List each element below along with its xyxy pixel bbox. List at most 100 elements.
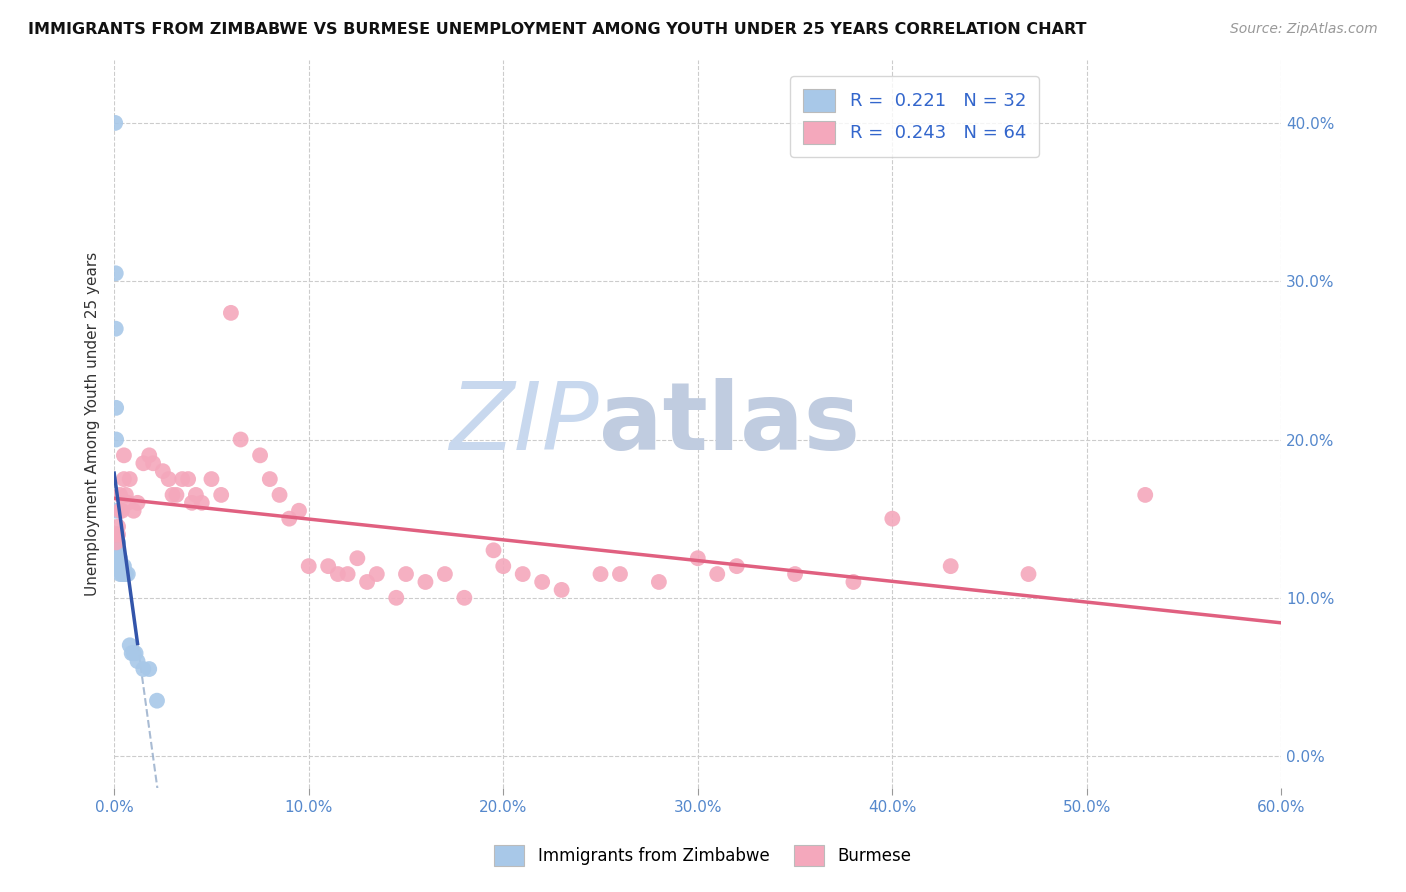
Point	[190, 496, 212, 510]
Point	[152, 464, 174, 478]
Point	[124, 646, 146, 660]
Point	[142, 456, 165, 470]
Point	[278, 511, 301, 525]
Point	[105, 543, 128, 558]
Point	[138, 662, 160, 676]
Point	[111, 559, 134, 574]
Point	[108, 551, 131, 566]
Point	[121, 646, 143, 660]
Point	[259, 472, 281, 486]
Point	[453, 591, 475, 605]
Point	[104, 321, 127, 335]
Point	[686, 551, 709, 566]
Point	[146, 694, 169, 708]
Point	[118, 472, 141, 486]
Point	[346, 551, 368, 566]
Point	[531, 574, 554, 589]
Point	[105, 535, 128, 549]
Point	[132, 662, 155, 676]
Point	[219, 306, 242, 320]
Point	[706, 567, 728, 582]
Point	[112, 559, 135, 574]
Point	[117, 496, 139, 510]
Point	[111, 567, 134, 582]
Point	[108, 504, 131, 518]
Point	[316, 559, 339, 574]
Legend: R =  0.221   N = 32, R =  0.243   N = 64: R = 0.221 N = 32, R = 0.243 N = 64	[790, 76, 1039, 157]
Text: atlas: atlas	[599, 377, 859, 470]
Point	[112, 472, 135, 486]
Point	[105, 535, 128, 549]
Legend: Immigrants from Zimbabwe, Burmese: Immigrants from Zimbabwe, Burmese	[486, 837, 920, 875]
Point	[1135, 488, 1157, 502]
Point	[385, 591, 408, 605]
Point	[122, 646, 145, 660]
Point	[117, 567, 139, 582]
Point	[298, 559, 321, 574]
Text: ZIP: ZIP	[449, 378, 599, 469]
Point	[162, 488, 184, 502]
Point	[111, 504, 134, 518]
Point	[127, 496, 149, 510]
Point	[108, 567, 131, 582]
Point	[326, 567, 349, 582]
Point	[105, 401, 128, 415]
Point	[177, 472, 200, 486]
Point	[356, 574, 378, 589]
Point	[105, 551, 128, 566]
Point	[492, 559, 515, 574]
Point	[165, 488, 187, 502]
Point	[433, 567, 456, 582]
Point	[288, 504, 311, 518]
Point	[105, 433, 128, 447]
Point	[269, 488, 291, 502]
Point	[107, 519, 129, 533]
Point	[939, 559, 962, 574]
Point	[609, 567, 631, 582]
Point	[172, 472, 194, 486]
Point	[366, 567, 388, 582]
Point	[550, 582, 572, 597]
Text: IMMIGRANTS FROM ZIMBABWE VS BURMESE UNEMPLOYMENT AMONG YOUTH UNDER 25 YEARS CORR: IMMIGRANTS FROM ZIMBABWE VS BURMESE UNEM…	[28, 22, 1087, 37]
Point	[107, 527, 129, 541]
Point	[122, 504, 145, 518]
Point	[229, 433, 252, 447]
Point	[115, 488, 138, 502]
Point	[842, 574, 865, 589]
Point	[512, 567, 534, 582]
Point	[184, 488, 207, 502]
Point	[107, 543, 129, 558]
Point	[105, 527, 128, 541]
Point	[138, 448, 160, 462]
Point	[882, 511, 904, 525]
Point	[1018, 567, 1040, 582]
Point	[589, 567, 612, 582]
Point	[200, 472, 222, 486]
Point	[107, 559, 129, 574]
Point	[107, 559, 129, 574]
Point	[482, 543, 505, 558]
Point	[132, 456, 155, 470]
Point	[181, 496, 204, 510]
Point	[648, 574, 671, 589]
Point	[104, 266, 127, 280]
Point	[209, 488, 232, 502]
Point	[249, 448, 271, 462]
Point	[108, 488, 131, 502]
Point	[725, 559, 748, 574]
Point	[783, 567, 806, 582]
Point	[105, 504, 128, 518]
Point	[107, 551, 129, 566]
Point	[112, 567, 135, 582]
Point	[107, 535, 129, 549]
Point	[127, 654, 149, 668]
Point	[115, 567, 138, 582]
Point	[157, 472, 180, 486]
Point	[105, 527, 128, 541]
Point	[415, 574, 437, 589]
Point	[104, 116, 127, 130]
Point	[118, 638, 141, 652]
Text: Source: ZipAtlas.com: Source: ZipAtlas.com	[1230, 22, 1378, 37]
Point	[395, 567, 418, 582]
Y-axis label: Unemployment Among Youth under 25 years: Unemployment Among Youth under 25 years	[86, 252, 100, 596]
